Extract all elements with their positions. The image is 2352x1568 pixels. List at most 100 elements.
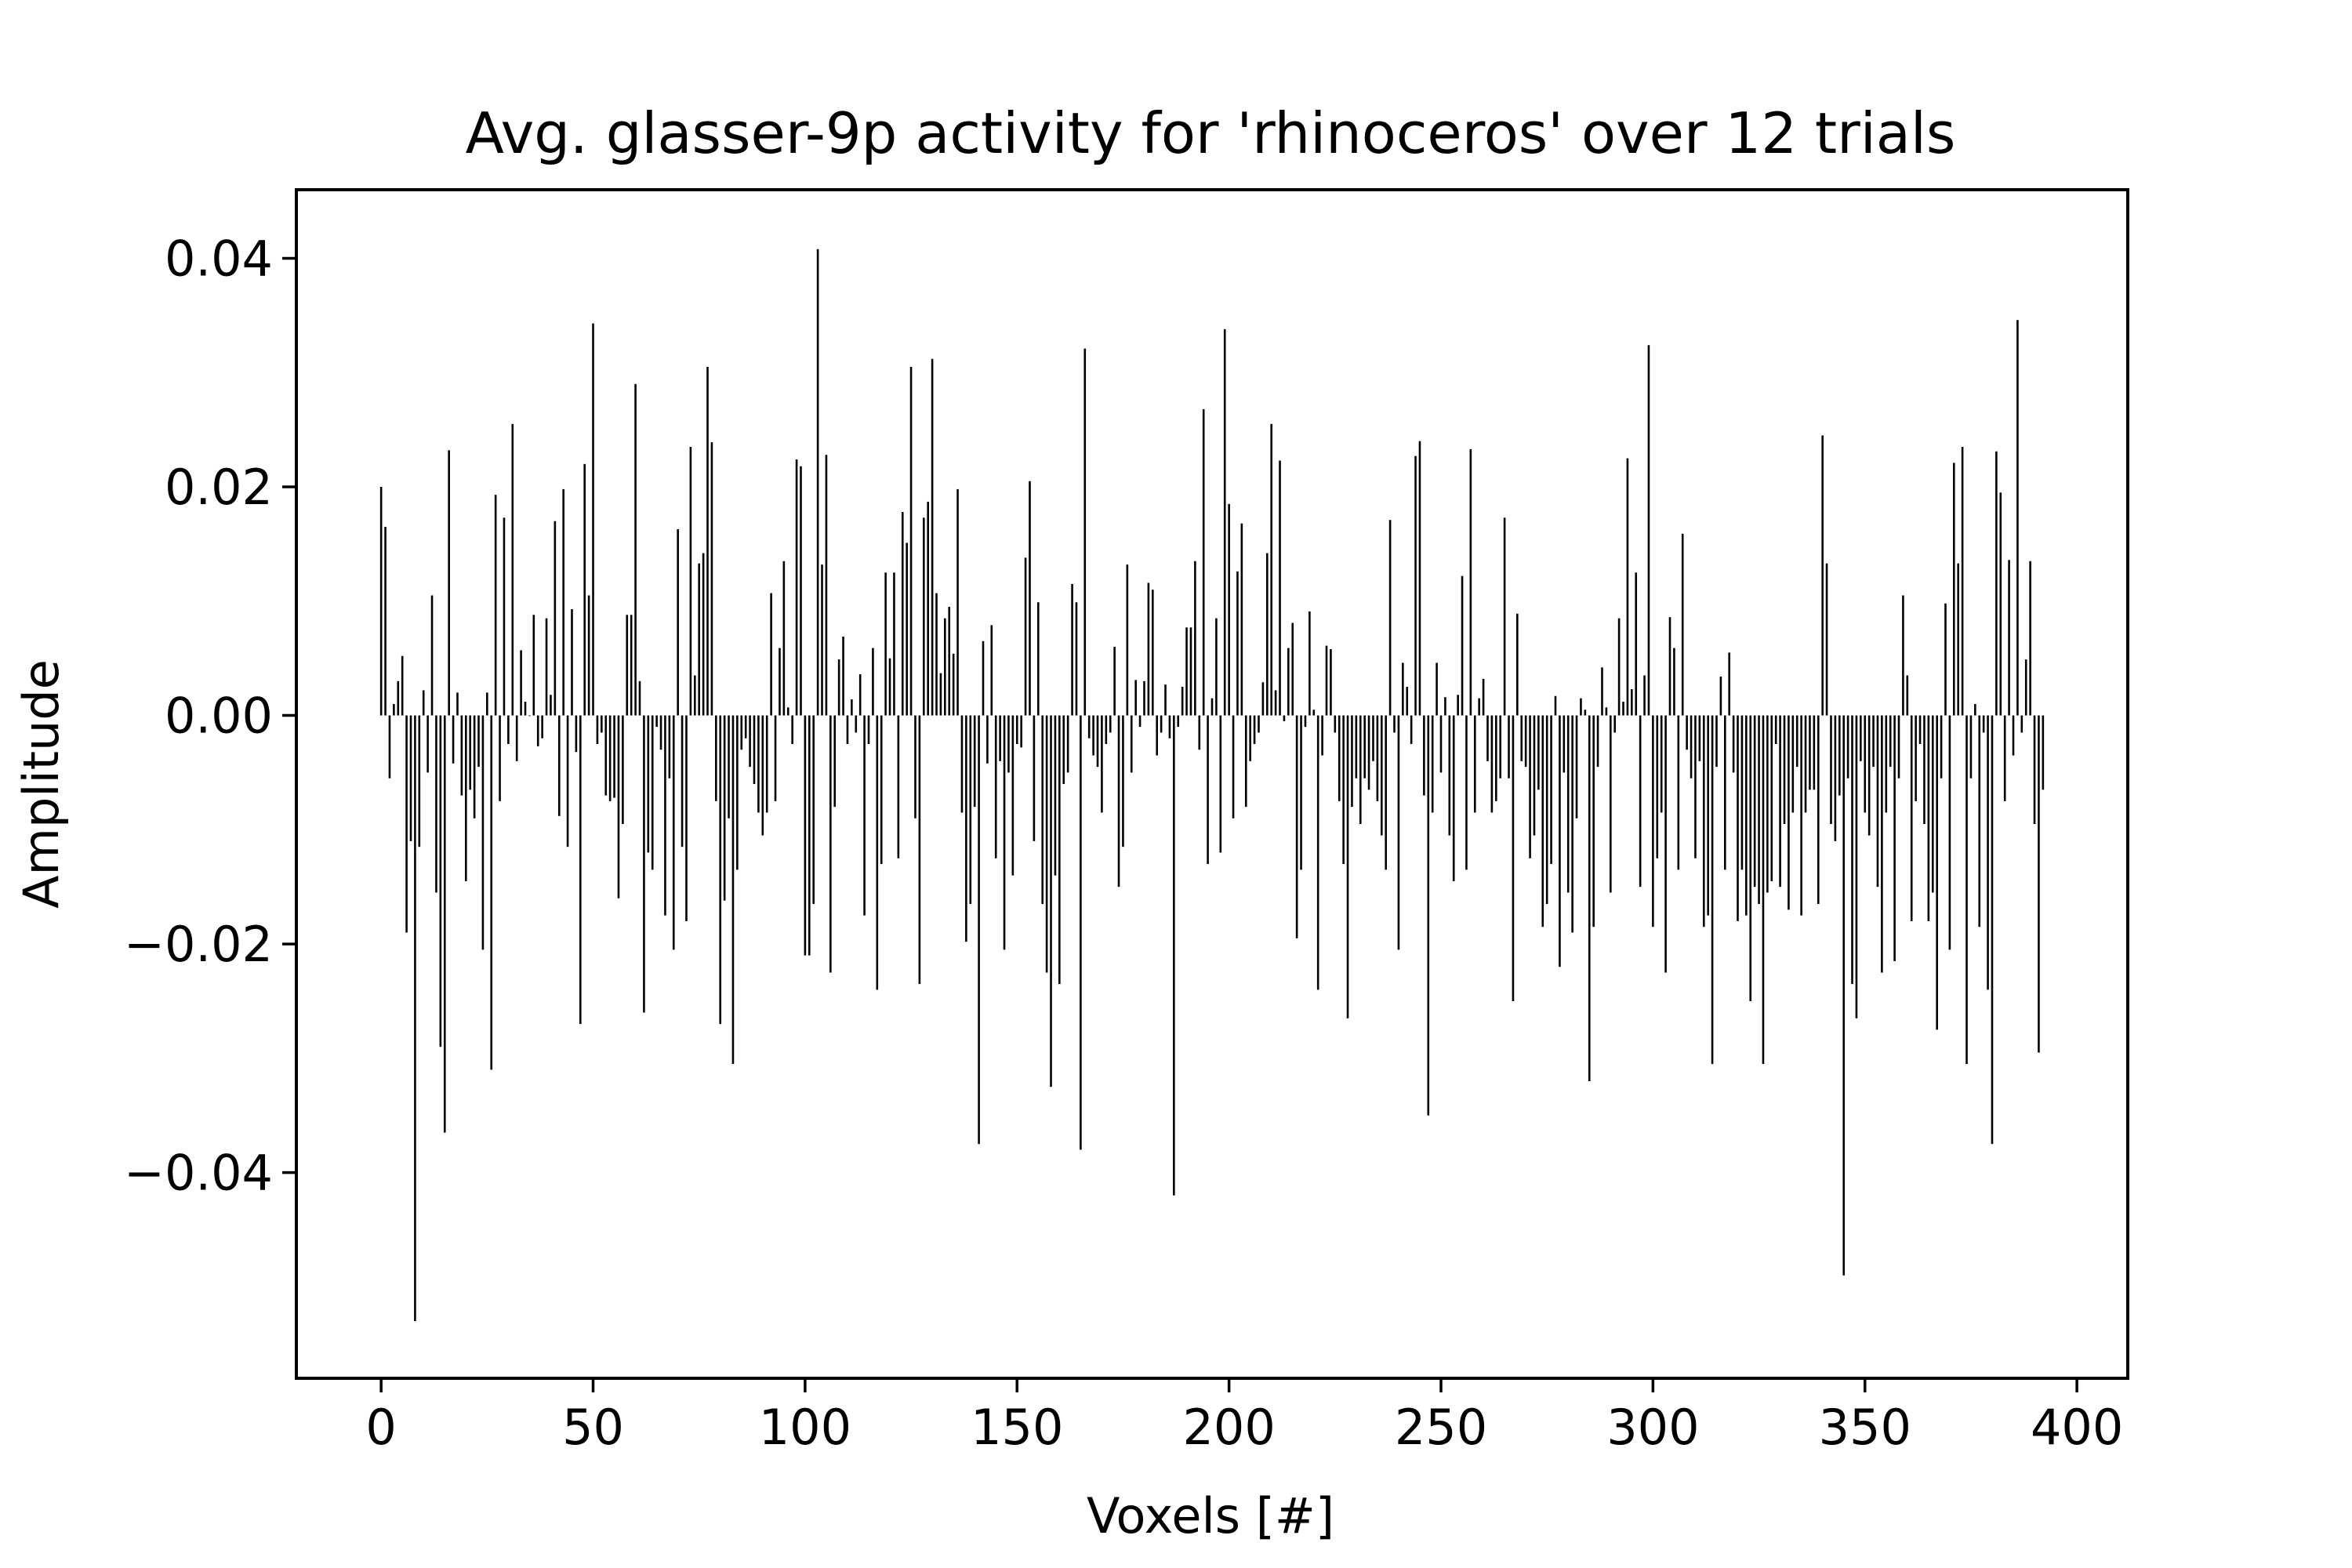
bar-247: [1427, 715, 1430, 1116]
bar-383: [2003, 715, 2006, 801]
bar-223: [1325, 645, 1328, 716]
bar-219: [1308, 611, 1311, 716]
bar-118: [880, 715, 883, 865]
bar-160: [1058, 715, 1061, 985]
bar-329: [1774, 715, 1777, 744]
bar-221: [1316, 715, 1319, 990]
bar-39: [545, 618, 548, 716]
bar-204: [1244, 715, 1247, 808]
bar-258: [1473, 715, 1476, 813]
bar-119: [884, 572, 887, 716]
x-tick-label-50: 50: [562, 1399, 624, 1456]
bar-46: [575, 715, 578, 753]
bar-23: [477, 715, 480, 768]
bar-134: [948, 607, 951, 716]
bar-380: [1991, 715, 1994, 1145]
bar-216: [1295, 715, 1298, 938]
bar-270: [1524, 715, 1527, 768]
bar-3: [393, 703, 395, 716]
bar-220: [1312, 710, 1316, 716]
bar-106: [829, 715, 832, 973]
bar-321: [1740, 715, 1744, 870]
bar-341: [1825, 563, 1828, 716]
bar-193: [1198, 715, 1201, 750]
bar-14: [439, 715, 442, 1047]
bar-35: [528, 715, 531, 717]
bar-302: [1660, 715, 1663, 813]
bar-371: [1953, 463, 1955, 716]
bar-157: [1045, 715, 1048, 973]
bar-139: [969, 715, 972, 905]
bar-85: [740, 715, 743, 750]
x-tick-label-350: 350: [1819, 1399, 1911, 1456]
bar-307: [1681, 533, 1684, 716]
bar-199: [1223, 328, 1226, 716]
bar-174: [1117, 715, 1120, 887]
bar-352: [1872, 715, 1875, 768]
bar-279: [1563, 715, 1566, 773]
bar-277: [1554, 695, 1557, 716]
bar-239: [1393, 715, 1396, 733]
bar-376: [1974, 703, 1976, 716]
bar-44: [566, 715, 569, 848]
bar-306: [1677, 715, 1680, 870]
bar-53: [604, 715, 608, 796]
bar-243: [1410, 715, 1413, 744]
bar-319: [1732, 715, 1735, 773]
bar-135: [952, 653, 955, 716]
bar-370: [1948, 715, 1951, 950]
bar-326: [1762, 715, 1765, 1065]
bar-158: [1050, 715, 1052, 1087]
bar-186: [1168, 715, 1171, 739]
bar-305: [1673, 648, 1675, 716]
bar-248: [1431, 715, 1434, 813]
bar-165: [1080, 715, 1082, 1150]
bar-309: [1690, 715, 1693, 779]
bar-251: [1444, 697, 1446, 716]
bar-315: [1715, 715, 1718, 768]
bar-332: [1788, 715, 1790, 910]
bar-156: [1041, 715, 1044, 905]
bar-353: [1876, 715, 1879, 887]
bar-107: [833, 715, 837, 808]
bar-29: [503, 517, 506, 716]
bar-20: [465, 715, 467, 881]
bar-320: [1737, 715, 1739, 921]
bar-163: [1071, 583, 1073, 716]
bar-366: [1931, 715, 1934, 893]
bar-267: [1512, 715, 1515, 1001]
bar-230: [1355, 715, 1358, 779]
bar-60: [634, 383, 637, 716]
bar-284: [1584, 710, 1587, 716]
bar-285: [1588, 715, 1591, 1081]
bar-30: [507, 715, 510, 744]
bar-293: [1622, 702, 1624, 716]
bar-112: [855, 715, 858, 733]
bar-308: [1686, 715, 1688, 750]
bar-337: [1809, 715, 1811, 790]
bar-365: [1927, 715, 1930, 921]
x-tick-label-250: 250: [1395, 1399, 1487, 1456]
bar-113: [858, 674, 862, 716]
y-tick-label-4: 0.04: [165, 230, 273, 287]
bar-83: [731, 715, 735, 1065]
bar-61: [638, 681, 641, 716]
bar-98: [795, 459, 798, 716]
bar-242: [1406, 687, 1409, 716]
bar-265: [1503, 517, 1506, 716]
bar-297: [1639, 715, 1642, 887]
bar-16: [448, 450, 450, 716]
bar-141: [978, 715, 980, 1145]
bar-69: [672, 715, 675, 950]
bar-65: [655, 715, 658, 728]
bar-377: [1978, 715, 1981, 927]
bar-289: [1605, 707, 1608, 716]
bar-363: [1918, 715, 1922, 744]
bar-2: [388, 715, 391, 779]
bar-45: [571, 608, 573, 716]
bar-86: [744, 715, 747, 739]
bar-121: [893, 572, 895, 716]
bar-338: [1813, 715, 1816, 790]
bar-388: [2024, 659, 2027, 716]
bar-348: [1855, 715, 1858, 1018]
